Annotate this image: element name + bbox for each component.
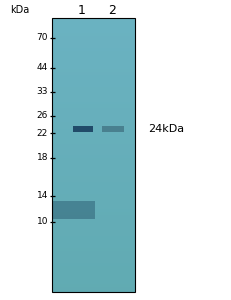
Text: 2: 2 (108, 4, 116, 16)
Text: 18: 18 (36, 154, 48, 163)
Text: 33: 33 (36, 88, 48, 97)
Text: 1: 1 (78, 4, 85, 16)
Text: 22: 22 (36, 128, 48, 137)
Text: 14: 14 (36, 191, 48, 200)
Text: 24kDa: 24kDa (147, 124, 183, 134)
Bar (52, 201, 94, 219)
Bar (102, 126, 123, 132)
Bar (52, 18, 134, 292)
Text: 26: 26 (36, 112, 48, 121)
Text: 44: 44 (36, 64, 48, 73)
Text: 70: 70 (36, 34, 48, 43)
Text: kDa: kDa (10, 5, 30, 15)
Text: 10: 10 (36, 218, 48, 226)
Bar (73, 126, 93, 132)
